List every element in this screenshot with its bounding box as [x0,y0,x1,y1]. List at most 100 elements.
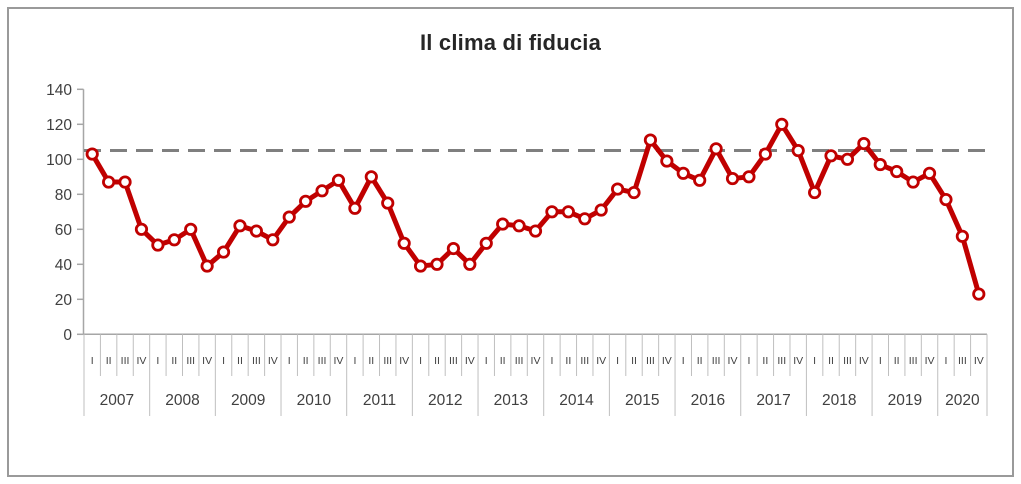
data-point-marker [890,164,904,179]
data-point-marker [955,229,969,243]
quarter-label: III [252,355,261,367]
quarter-label: I [879,355,882,367]
data-point-marker [184,222,198,236]
quarter-label: IV [793,355,803,367]
quarter-label: I [222,355,225,367]
quarter-label: IV [137,355,147,367]
data-point-marker [528,224,543,238]
quarter-label: IV [859,355,869,367]
quarter-label: IV [531,355,541,367]
quarter-label: III [186,355,195,367]
data-point-marker [118,175,132,189]
quarter-label: III [958,355,967,367]
quarter-label: III [909,355,918,367]
data-point-marker [578,212,592,226]
data-point-marker [906,175,920,189]
year-label: 2019 [888,392,922,409]
data-point-marker [413,259,428,273]
data-point-marker [545,205,559,219]
data-point-marker [397,236,411,250]
quarter-label: IV [465,355,475,367]
data-point-marker [216,245,231,259]
quarter-label: III [580,355,589,367]
year-label: 2007 [100,392,134,409]
quarter-label: II [565,355,571,367]
quarter-label: I [353,355,356,367]
quarter-label: II [631,355,637,367]
quarter-label: III [646,355,655,367]
data-point-marker [725,171,740,186]
data-point-marker [840,152,855,166]
quarter-label: I [747,355,750,367]
quarter-label: III [515,355,524,367]
year-label: 2011 [363,392,396,409]
quarter-label: I [91,355,94,367]
data-point-marker [791,143,805,158]
data-point-marker [922,166,937,180]
quarter-label: III [383,355,392,367]
year-label: 2015 [625,392,659,409]
data-point-marker [167,233,181,247]
data-point-marker [610,182,625,196]
data-point-marker [249,224,263,238]
quarter-label: II [500,355,506,367]
quarter-label: II [894,355,900,367]
quarter-label: III [712,355,721,367]
data-point-marker [134,222,149,236]
data-point-marker [364,170,378,184]
data-point-marker [775,117,789,131]
data-point-marker [693,173,707,187]
quarter-label: I [288,355,291,367]
data-point-marker [299,194,313,208]
data-point-marker [758,147,772,161]
year-label: 2008 [165,392,199,409]
data-point-marker [331,173,346,187]
quarter-label: IV [334,355,344,367]
year-label: 2018 [822,392,856,409]
data-point-marker [479,236,493,250]
data-point-marker [233,219,247,233]
quarter-label: I [156,355,159,367]
quarter-label: I [550,355,553,367]
quarter-label: I [944,355,947,367]
data-point-marker [430,257,444,271]
data-point-marker [151,238,165,252]
quarter-label: IV [925,355,935,367]
quarter-label: IV [268,355,278,367]
quarter-label: II [368,355,374,367]
data-point-marker [381,196,395,210]
year-label: 2009 [231,392,265,409]
data-point-marker [873,157,887,172]
y-axis-label: 40 [55,257,73,274]
quarter-label: IV [974,355,984,367]
data-point-marker [627,185,641,200]
data-point-marker [594,203,608,217]
data-point-marker [939,192,953,207]
y-axis-label: 120 [46,117,72,134]
data-point-marker [676,166,690,180]
data-point-marker [808,185,822,200]
year-label: 2020 [945,392,980,409]
year-label: 2014 [559,392,594,409]
data-point-marker [496,217,510,231]
year-label: 2016 [691,392,725,409]
data-point-marker [660,154,674,168]
quarter-label: II [237,355,243,367]
y-axis-label: 140 [46,82,72,99]
data-point-marker [446,241,461,256]
quarter-label: III [777,355,786,367]
quarter-label: I [616,355,619,367]
quarter-label: I [419,355,422,367]
quarter-label: II [434,355,440,367]
quarter-label: IV [728,355,738,367]
quarter-label: IV [596,355,606,367]
data-point-marker [102,175,116,189]
data-point-marker [348,201,362,215]
data-point-marker [824,149,838,163]
quarter-label: IV [662,355,672,367]
data-point-marker [85,147,99,161]
y-axis-label: 20 [55,292,73,309]
quarter-label: I [813,355,816,367]
